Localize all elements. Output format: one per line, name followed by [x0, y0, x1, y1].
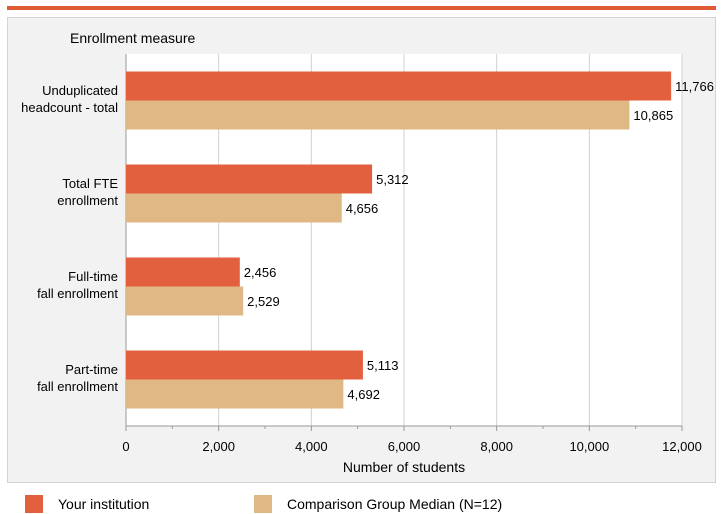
legend-label-your-institution: Your institution — [58, 496, 150, 512]
legend: Your institution Comparison Group Median… — [0, 488, 723, 514]
category-label: Part-time — [65, 362, 118, 377]
bar-comparison-3 — [126, 379, 344, 409]
data-label: 11,766 — [675, 79, 714, 94]
category-label: Total FTE — [62, 176, 118, 191]
x-tick-label: 4,000 — [295, 439, 328, 454]
data-label: 2,529 — [247, 294, 280, 309]
x-tick-label: 10,000 — [569, 439, 609, 454]
x-tick-label: 8,000 — [480, 439, 513, 454]
category-label: fall enrollment — [37, 379, 118, 394]
data-label: 5,312 — [376, 172, 409, 187]
data-label: 4,692 — [347, 387, 380, 402]
bar-your-institution-3 — [126, 350, 363, 380]
legend-label-comparison-group: Comparison Group Median (N=12) — [287, 496, 503, 512]
data-label: 4,656 — [346, 201, 379, 216]
x-tick-labels: 0 2,000 4,000 6,000 8,000 10,000 12,000 — [122, 439, 702, 454]
bar-your-institution-0 — [126, 71, 672, 101]
x-tick-label: 12,000 — [662, 439, 702, 454]
category-labels: Unduplicated headcount - total Total FTE en… — [21, 83, 118, 394]
bar-comparison-0 — [126, 100, 630, 130]
data-label: 5,113 — [367, 358, 399, 373]
bar-your-institution-2 — [126, 257, 240, 287]
bar-your-institution-1 — [126, 164, 373, 194]
x-tick-label: 6,000 — [388, 439, 421, 454]
x-tick-label: 2,000 — [202, 439, 235, 454]
category-label: headcount - total — [21, 100, 118, 115]
category-label: fall enrollment — [37, 286, 118, 301]
data-label: 2,456 — [244, 265, 277, 280]
category-label: enrollment — [57, 193, 118, 208]
category-axis-title: Enrollment measure — [70, 30, 195, 46]
legend-swatch-comparison-group — [254, 495, 272, 513]
bar-comparison-1 — [126, 193, 342, 223]
top-accent-bar — [7, 6, 716, 10]
category-label: Unduplicated — [42, 83, 118, 98]
x-tick-label: 0 — [122, 439, 129, 454]
category-label: Full-time — [68, 269, 118, 284]
legend-swatch-your-institution — [25, 495, 43, 513]
bar-comparison-2 — [126, 286, 244, 316]
data-label: 10,865 — [633, 108, 673, 123]
x-axis-title: Number of students — [343, 459, 465, 475]
